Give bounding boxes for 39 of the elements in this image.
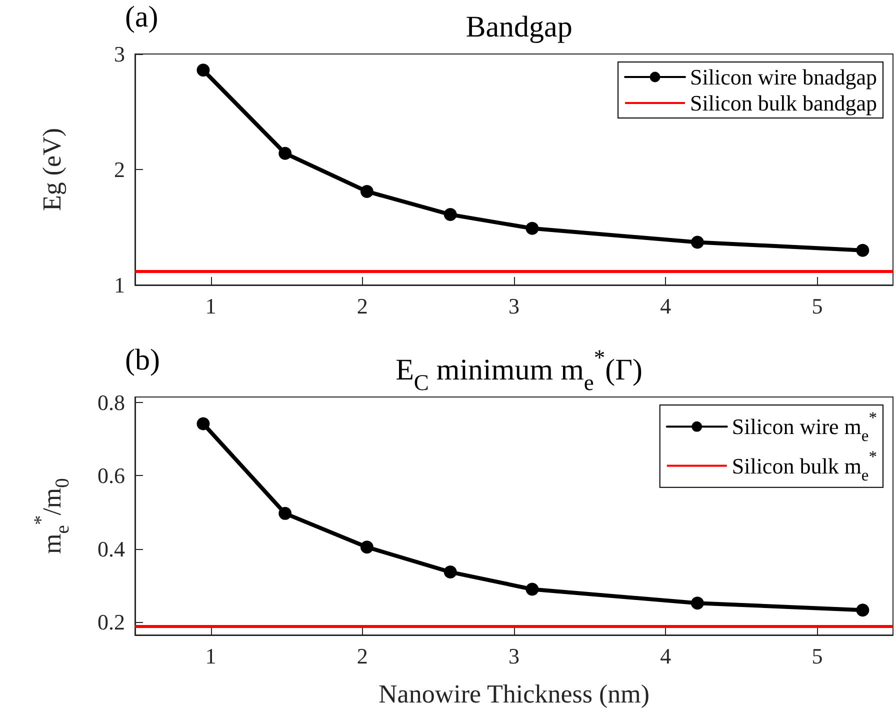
point — [444, 566, 457, 579]
x-tick-label: 3 — [508, 644, 520, 668]
point — [196, 417, 210, 430]
y-tick-label: 0.6 — [98, 463, 125, 488]
x-tick-label: 3 — [508, 294, 520, 318]
x-tick-label: 2 — [356, 644, 368, 668]
point — [856, 604, 870, 617]
x-tick-label: 5 — [812, 644, 823, 668]
x-axis-title: Nanowire Thickness (nm) — [378, 679, 650, 708]
point — [526, 222, 539, 235]
x-tick-label: 4 — [660, 294, 672, 318]
y-tick-label: 0.2 — [98, 610, 125, 635]
y-tick-label: 3 — [114, 42, 125, 66]
x-tick-label: 5 — [812, 294, 823, 318]
point — [690, 236, 704, 249]
x-tick-label: 2 — [356, 294, 368, 318]
x-tick-label: 1 — [205, 294, 216, 318]
x-tick-label: 1 — [205, 644, 216, 668]
y-tick-label: 0.8 — [98, 390, 125, 415]
point — [360, 540, 374, 554]
y-axis-title: Eg (eV) — [38, 128, 67, 212]
point — [278, 506, 292, 520]
point — [856, 244, 870, 257]
point — [444, 208, 457, 222]
point — [690, 596, 704, 610]
y-tick-label: 2 — [114, 157, 125, 182]
y-axis-title: me*/m0 — [30, 478, 74, 554]
point — [196, 64, 210, 77]
y-tick-label: 0.4 — [98, 536, 125, 562]
point — [278, 146, 292, 160]
legend-label: Silicon wire bnadgap — [690, 64, 877, 90]
text: (b) — [125, 344, 160, 376]
legend-label: Silicon bulk bandgap — [690, 90, 878, 116]
chart-title: Bandgap — [466, 10, 572, 44]
text: (a) — [125, 0, 158, 34]
point — [360, 184, 374, 198]
y-tick-label: 1 — [114, 272, 125, 298]
x-tick-label: 4 — [660, 644, 672, 668]
point — [526, 582, 539, 596]
